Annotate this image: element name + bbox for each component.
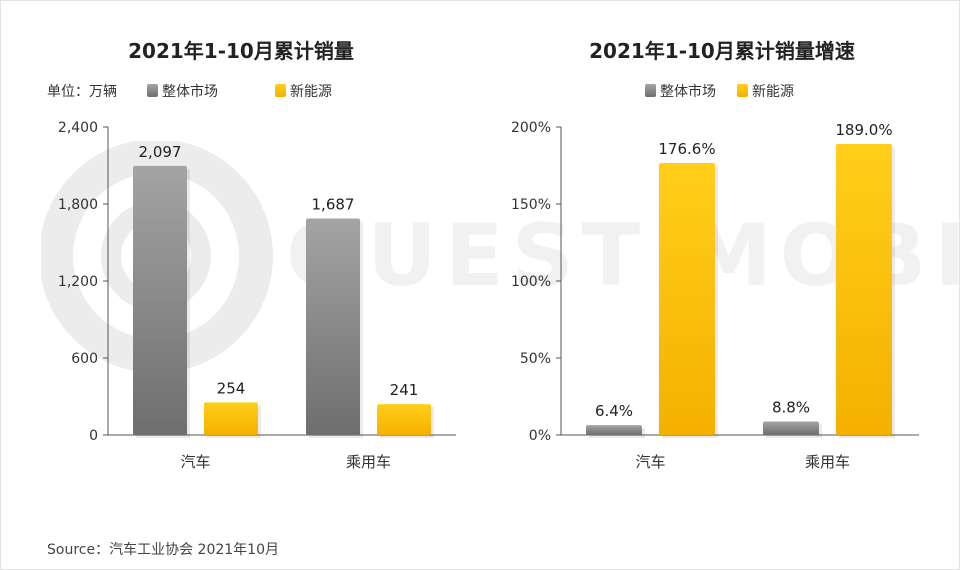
growth-rate-chart: 2021年1-10月累计销量增速整体市场 新能源 0% 50% 100% 150% 200%… xyxy=(481,1,959,531)
bar-data-label: 2,097 xyxy=(139,143,182,161)
y-tick-label: 1,800 xyxy=(58,197,98,213)
bar-nev-1 xyxy=(836,143,892,435)
bar-data-label: 254 xyxy=(217,379,246,397)
y-tick-label: 100% xyxy=(511,274,551,290)
legend-swatch-overall xyxy=(147,84,158,97)
legend-swatch-nev xyxy=(275,84,286,97)
bar-data-label: 8.8% xyxy=(772,398,810,416)
source-note: Source：汽车工业协会 2021年10月 xyxy=(47,542,279,558)
bar-overall-1 xyxy=(763,421,819,435)
y-tick-label: 150% xyxy=(511,197,551,213)
bar-overall-0 xyxy=(586,425,642,435)
legend-label-overall: 整体市场 xyxy=(660,83,716,100)
bar-nev-1 xyxy=(377,404,431,435)
legend-label-nev: 新能源 xyxy=(290,84,332,100)
bar-data-label: 176.6% xyxy=(658,140,715,158)
chart-title: 2021年1-10月累计销量 xyxy=(128,39,354,63)
bar-data-label: 241 xyxy=(390,381,419,399)
chart-title: 2021年1-10月累计销量增速 xyxy=(589,39,855,63)
legend-swatch-nev xyxy=(737,84,748,97)
legend-swatch-overall xyxy=(645,84,656,97)
bar-nev-0 xyxy=(659,163,715,435)
x-category-label: 汽车 xyxy=(635,453,665,471)
y-tick-label: 200% xyxy=(511,120,551,136)
bar-nev-0 xyxy=(204,402,258,435)
y-tick-label: 600 xyxy=(71,351,98,367)
x-category-label: 乘用车 xyxy=(805,453,850,471)
sales-volume-chart: 2021年1-10月累计销量单位：万辆 整体市场 新能源 0 600 1,200 1,800… xyxy=(1,1,481,531)
bar-data-label: 189.0% xyxy=(835,121,892,139)
bar-overall-1 xyxy=(306,218,360,435)
x-category-label: 汽车 xyxy=(180,453,210,471)
legend-label-overall: 整体市场 xyxy=(162,83,218,100)
unit-label: 单位：万辆 xyxy=(47,84,117,100)
legend-label-nev: 新能源 xyxy=(752,84,794,100)
bar-overall-0 xyxy=(133,165,187,435)
y-tick-label: 0 xyxy=(89,428,98,444)
y-tick-label: 0% xyxy=(529,428,551,444)
x-category-label: 乘用车 xyxy=(346,453,391,471)
bar-data-label: 1,687 xyxy=(312,196,355,214)
y-tick-label: 50% xyxy=(520,351,551,367)
y-tick-label: 2,400 xyxy=(58,120,98,136)
bar-data-label: 6.4% xyxy=(595,402,633,420)
y-tick-label: 1,200 xyxy=(58,274,98,290)
